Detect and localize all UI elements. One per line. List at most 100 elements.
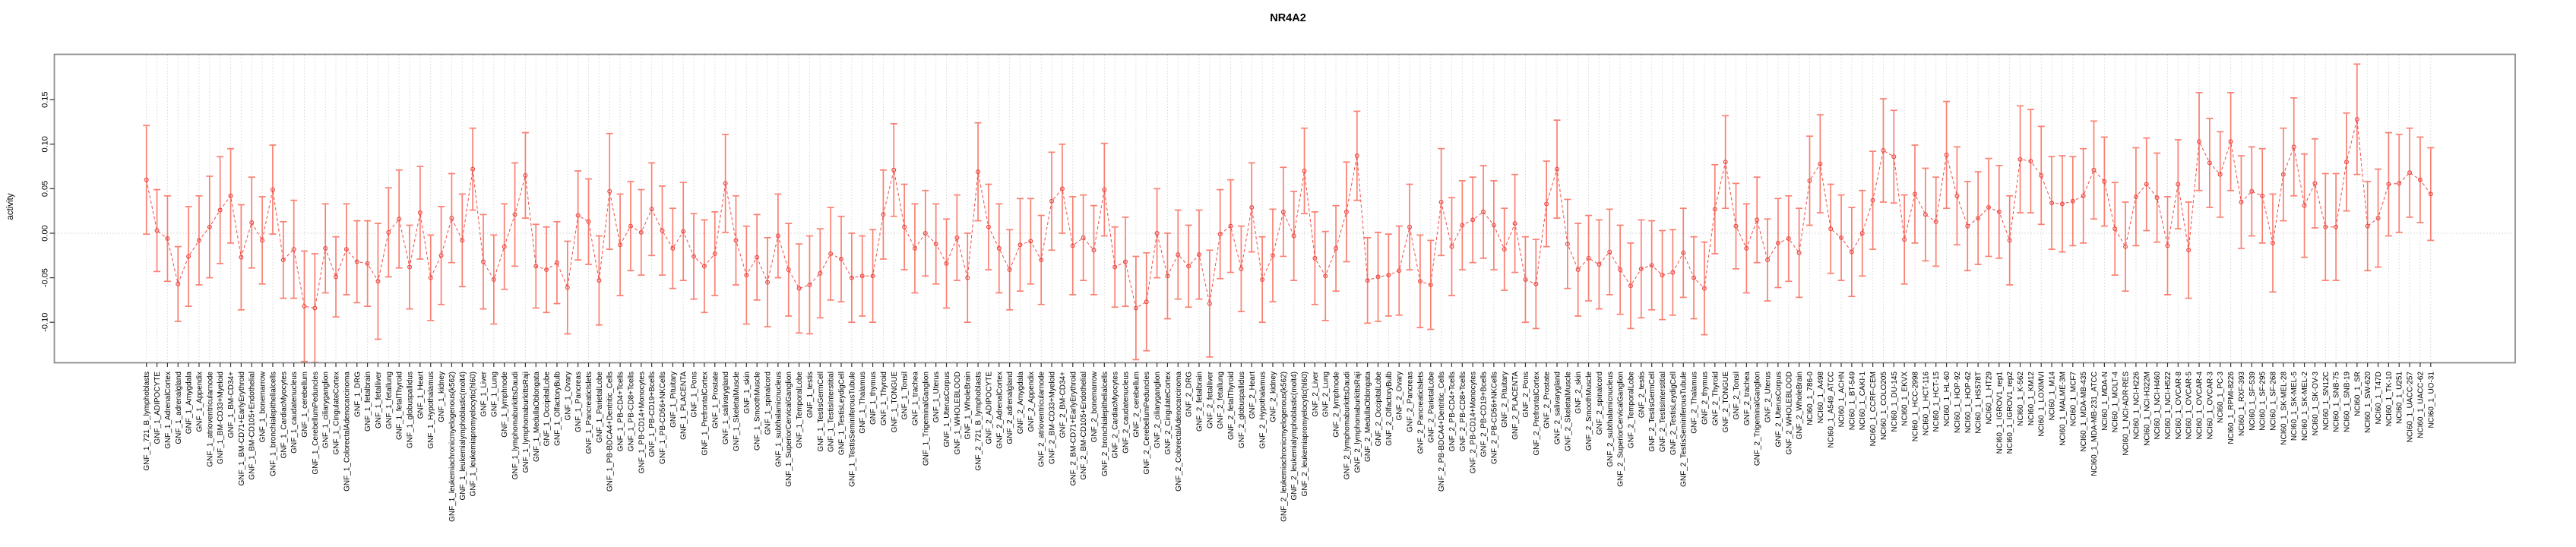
data-point xyxy=(1102,187,1107,192)
data-point xyxy=(701,264,707,269)
data-point xyxy=(660,228,665,233)
x-tick-label: GNF_1_Hypothalamus xyxy=(427,372,435,449)
x-tick-label: GNF_2_ADIPOCYTE xyxy=(985,372,993,444)
x-tick-label: GNF_1_Thalamus xyxy=(859,372,867,434)
x-tick-label: GNF_2_Pituitary xyxy=(1501,372,1509,428)
data-point xyxy=(1280,209,1286,214)
data-point xyxy=(1217,232,1223,237)
x-tick-label: GNF_2_MedullaOblongata xyxy=(1364,372,1372,462)
chart-title: NR4A2 xyxy=(1270,12,1306,24)
x-tick-label: GNF_2_cerebellum xyxy=(1132,372,1141,438)
data-point xyxy=(1154,231,1160,236)
data-point xyxy=(2070,198,2075,204)
data-point xyxy=(2017,157,2023,162)
data-point xyxy=(1196,252,1201,258)
data-point xyxy=(1312,255,1318,261)
x-tick-label: GNF_2_caudatenucleus xyxy=(1122,372,1131,454)
x-tick-label: GNF_1_lymphomaburkittsDaudi xyxy=(511,372,520,479)
data-point xyxy=(343,247,349,252)
data-point xyxy=(1723,160,1728,165)
data-point xyxy=(1249,205,1255,210)
data-point xyxy=(1597,262,1602,267)
x-tick-label: GNF_1_globuspallidus xyxy=(407,372,415,448)
data-point xyxy=(670,245,676,251)
x-tick-label: NCI60_1_UO-31 xyxy=(2427,372,2435,428)
x-tick-label: GNF_1_kidney xyxy=(438,372,446,422)
data-point xyxy=(2260,193,2265,198)
x-tick-label: GNF_1_SkeletalMuscle xyxy=(733,372,741,451)
x-tick-label: GNF_2_PrefrontalCortex xyxy=(1533,372,1541,456)
x-tick-label: GNF_2_PB-CD56+NKCells xyxy=(1490,372,1498,464)
data-point xyxy=(1786,236,1791,242)
data-point xyxy=(302,304,307,309)
data-point xyxy=(2239,199,2244,204)
data-point xyxy=(1533,281,1539,286)
data-point xyxy=(2323,224,2328,229)
x-tick-label: NCI60_1_SNB-19 xyxy=(2343,372,2351,432)
data-point xyxy=(807,282,812,287)
x-tick-label: GNF_1_PancreaticIslets xyxy=(585,372,593,454)
data-point xyxy=(1818,161,1823,166)
x-tick-label: GNF_2_ciliaryganglion xyxy=(1154,372,1162,448)
data-point xyxy=(2343,160,2349,165)
x-tick-label: GNF_1_TrigeminalGanglion xyxy=(922,372,930,466)
x-tick-label: GNF_2_fetalThyroid xyxy=(1227,372,1236,440)
x-tick-label: GNF_2_leukemiapromyelocytic(hl60) xyxy=(1301,372,1309,497)
x-tick-label: GNF_2_TrigeminalGanglion xyxy=(1754,372,1762,466)
x-tick-label: NCI60_1_SR xyxy=(2353,372,2362,416)
data-point xyxy=(470,166,476,172)
data-point xyxy=(586,219,591,224)
x-tick-label: GNF_2_TestisInterstitial xyxy=(1659,372,1667,452)
x-tick-label: GNF_2_fetalbrain xyxy=(1196,372,1204,432)
data-point xyxy=(2165,243,2170,248)
x-tick-label: NCI60_1_786-0 xyxy=(1806,372,1815,425)
x-tick-label: NCI60_1_OVCAR-8 xyxy=(2175,372,2183,440)
x-tick-label: GNF_2_Lung xyxy=(1322,372,1331,417)
data-point xyxy=(986,224,991,229)
data-point xyxy=(744,273,749,278)
data-point xyxy=(859,274,865,279)
data-point xyxy=(828,251,834,256)
data-point xyxy=(1976,216,1981,221)
x-tick-label: GNF_2_leukemiachronicmyelogenous(k562) xyxy=(1280,372,1288,522)
data-point xyxy=(554,260,559,265)
data-point xyxy=(1681,250,1686,255)
data-point xyxy=(1354,153,1359,159)
x-tick-label: NCI60_1_PC-3 xyxy=(2217,372,2225,423)
x-tick-label: GNF_1_Ovary xyxy=(564,372,572,420)
data-point xyxy=(1712,207,1717,212)
x-tick-label: NCI60_1_SN12C xyxy=(2322,372,2331,430)
data-point xyxy=(2176,182,2181,187)
x-tick-label: GNF_2_testis xyxy=(1638,372,1646,418)
x-tick-label: NCI60_1_OVCAR-4 xyxy=(2196,372,2204,440)
data-point xyxy=(260,238,265,243)
data-point xyxy=(2334,224,2339,229)
data-point xyxy=(902,224,907,229)
data-point xyxy=(1807,178,1812,183)
data-point xyxy=(354,259,359,264)
x-tick-label: GNF_2_lymphomaburkittsRaji xyxy=(1353,372,1362,473)
data-point xyxy=(2133,194,2138,199)
x-tick-label: GNF_1_CingulateCortex xyxy=(333,372,341,455)
data-point xyxy=(2407,170,2413,175)
data-point xyxy=(922,231,928,236)
data-point xyxy=(480,259,486,264)
data-point xyxy=(2081,193,2086,198)
x-tick-label: NCI60_1_RPMI-8226 xyxy=(2227,372,2236,444)
x-tick-label: GNF_1_Liver xyxy=(479,371,488,416)
data-point xyxy=(976,169,981,175)
x-tick-label: GNF_1_adrenalgland xyxy=(175,372,183,444)
data-point xyxy=(438,253,444,258)
x-tick-label: GNF_1_fetalThyroid xyxy=(396,372,404,440)
data-point xyxy=(2354,116,2359,122)
data-point xyxy=(144,177,149,182)
x-tick-label: GNF_2_PB-CD8+Tcells xyxy=(1459,372,1467,451)
data-point xyxy=(1523,277,1528,282)
data-point xyxy=(1176,252,1181,258)
x-tick-label: GNF_1_DRG xyxy=(353,372,362,417)
data-point xyxy=(1470,217,1476,223)
x-tick-label: GNF_2_PB-CD4+Tcells xyxy=(1448,372,1457,451)
data-point xyxy=(217,207,223,213)
x-tick-label: GNF_1_ParietalLobe xyxy=(596,372,604,443)
